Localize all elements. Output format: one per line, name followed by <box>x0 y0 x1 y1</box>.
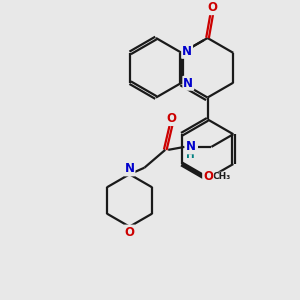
Text: N: N <box>182 45 192 58</box>
Text: N: N <box>124 162 134 176</box>
Text: N: N <box>185 140 196 153</box>
Text: O: O <box>207 1 217 14</box>
Text: N: N <box>183 77 193 90</box>
Text: H: H <box>186 150 195 160</box>
Text: CH₃: CH₃ <box>213 172 231 181</box>
Text: O: O <box>203 170 213 183</box>
Text: O: O <box>124 226 134 238</box>
Text: O: O <box>166 112 176 125</box>
